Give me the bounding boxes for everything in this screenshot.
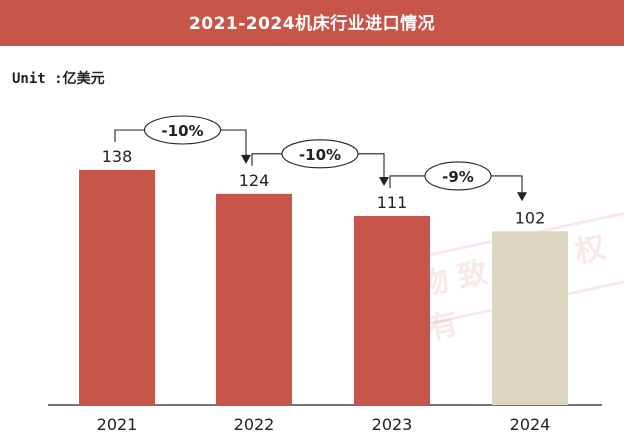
x-tick-2023: 2023 bbox=[372, 415, 413, 434]
data-label-2021: 138 bbox=[102, 147, 133, 166]
data-label-2023: 111 bbox=[377, 193, 408, 212]
bar-2024 bbox=[492, 231, 568, 405]
change-label-2023-2024: -9% bbox=[442, 168, 474, 186]
x-tick-2021: 2021 bbox=[97, 415, 138, 434]
bar-2021 bbox=[79, 170, 155, 405]
data-label-2022: 124 bbox=[239, 171, 270, 190]
bar-2022 bbox=[216, 193, 292, 405]
change-arrow-2021-2022 bbox=[241, 154, 251, 164]
x-tick-2024: 2024 bbox=[510, 415, 551, 434]
change-bubble-2022-2023 bbox=[281, 139, 359, 169]
change-label-2022-2023: -10% bbox=[299, 146, 341, 164]
change-label-2021-2022: -10% bbox=[161, 122, 203, 140]
change-arrow-2022-2023 bbox=[379, 176, 389, 186]
title-bar: 2021-2024机床行业进口情况 bbox=[0, 0, 624, 46]
bar-2023 bbox=[354, 215, 430, 405]
data-label-2024: 102 bbox=[515, 208, 546, 227]
x-tick-2022: 2022 bbox=[234, 415, 275, 434]
chart-title: 2021-2024机床行业进口情况 bbox=[188, 14, 436, 34]
change-arrow-2023-2024 bbox=[517, 192, 527, 202]
unit-label: Unit :亿美元 bbox=[12, 71, 105, 87]
change-bubble-2023-2024 bbox=[424, 161, 492, 191]
change-bubble-2021-2022 bbox=[143, 115, 222, 145]
